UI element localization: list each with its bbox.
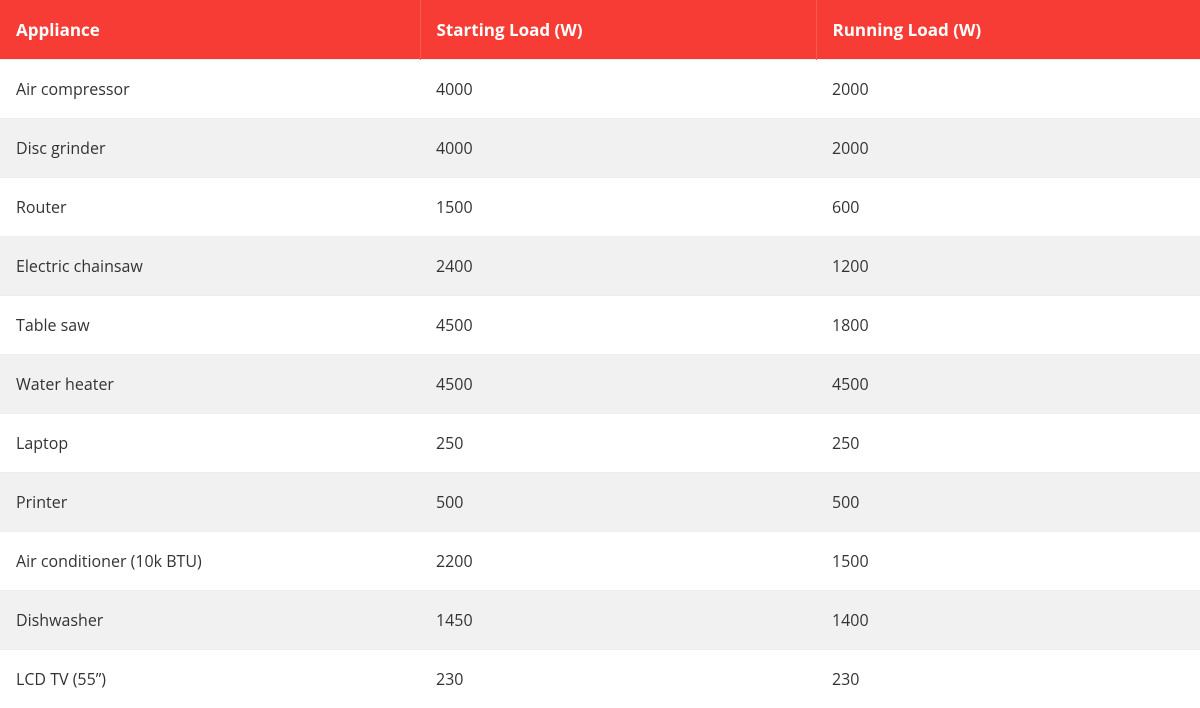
cell-appliance: Air compressor xyxy=(0,60,420,119)
col-header-starting: Starting Load (W) xyxy=(420,0,816,60)
cell-appliance: Printer xyxy=(0,473,420,532)
cell-starting: 2200 xyxy=(420,532,816,591)
cell-running: 500 xyxy=(816,473,1200,532)
table-header-row: Appliance Starting Load (W) Running Load… xyxy=(0,0,1200,60)
cell-appliance: Dishwasher xyxy=(0,591,420,650)
cell-starting: 2400 xyxy=(420,237,816,296)
cell-running: 250 xyxy=(816,414,1200,473)
table-row: Printer 500 500 xyxy=(0,473,1200,532)
cell-running: 2000 xyxy=(816,60,1200,119)
cell-appliance: Water heater xyxy=(0,355,420,414)
cell-appliance: Router xyxy=(0,178,420,237)
cell-appliance: Air conditioner (10k BTU) xyxy=(0,532,420,591)
table-row: Dishwasher 1450 1400 xyxy=(0,591,1200,650)
appliance-load-table: Appliance Starting Load (W) Running Load… xyxy=(0,0,1200,708)
cell-appliance: Table saw xyxy=(0,296,420,355)
col-header-appliance: Appliance xyxy=(0,0,420,60)
table-row: Air compressor 4000 2000 xyxy=(0,60,1200,119)
table-row: Table saw 4500 1800 xyxy=(0,296,1200,355)
table-row: Air conditioner (10k BTU) 2200 1500 xyxy=(0,532,1200,591)
cell-running: 1200 xyxy=(816,237,1200,296)
cell-appliance: LCD TV (55”) xyxy=(0,650,420,708)
cell-running: 230 xyxy=(816,650,1200,708)
cell-starting: 4000 xyxy=(420,119,816,178)
cell-starting: 1500 xyxy=(420,178,816,237)
cell-running: 4500 xyxy=(816,355,1200,414)
table-row: Electric chainsaw 2400 1200 xyxy=(0,237,1200,296)
table-row: Router 1500 600 xyxy=(0,178,1200,237)
cell-running: 1400 xyxy=(816,591,1200,650)
cell-starting: 1450 xyxy=(420,591,816,650)
table-row: LCD TV (55”) 230 230 xyxy=(0,650,1200,708)
cell-running: 1800 xyxy=(816,296,1200,355)
cell-appliance: Laptop xyxy=(0,414,420,473)
table-row: Disc grinder 4000 2000 xyxy=(0,119,1200,178)
cell-running: 600 xyxy=(816,178,1200,237)
cell-running: 1500 xyxy=(816,532,1200,591)
cell-starting: 4500 xyxy=(420,296,816,355)
cell-starting: 500 xyxy=(420,473,816,532)
cell-running: 2000 xyxy=(816,119,1200,178)
cell-starting: 4500 xyxy=(420,355,816,414)
cell-starting: 4000 xyxy=(420,60,816,119)
cell-starting: 230 xyxy=(420,650,816,708)
cell-appliance: Electric chainsaw xyxy=(0,237,420,296)
cell-starting: 250 xyxy=(420,414,816,473)
cell-appliance: Disc grinder xyxy=(0,119,420,178)
table-row: Water heater 4500 4500 xyxy=(0,355,1200,414)
table-row: Laptop 250 250 xyxy=(0,414,1200,473)
col-header-running: Running Load (W) xyxy=(816,0,1200,60)
